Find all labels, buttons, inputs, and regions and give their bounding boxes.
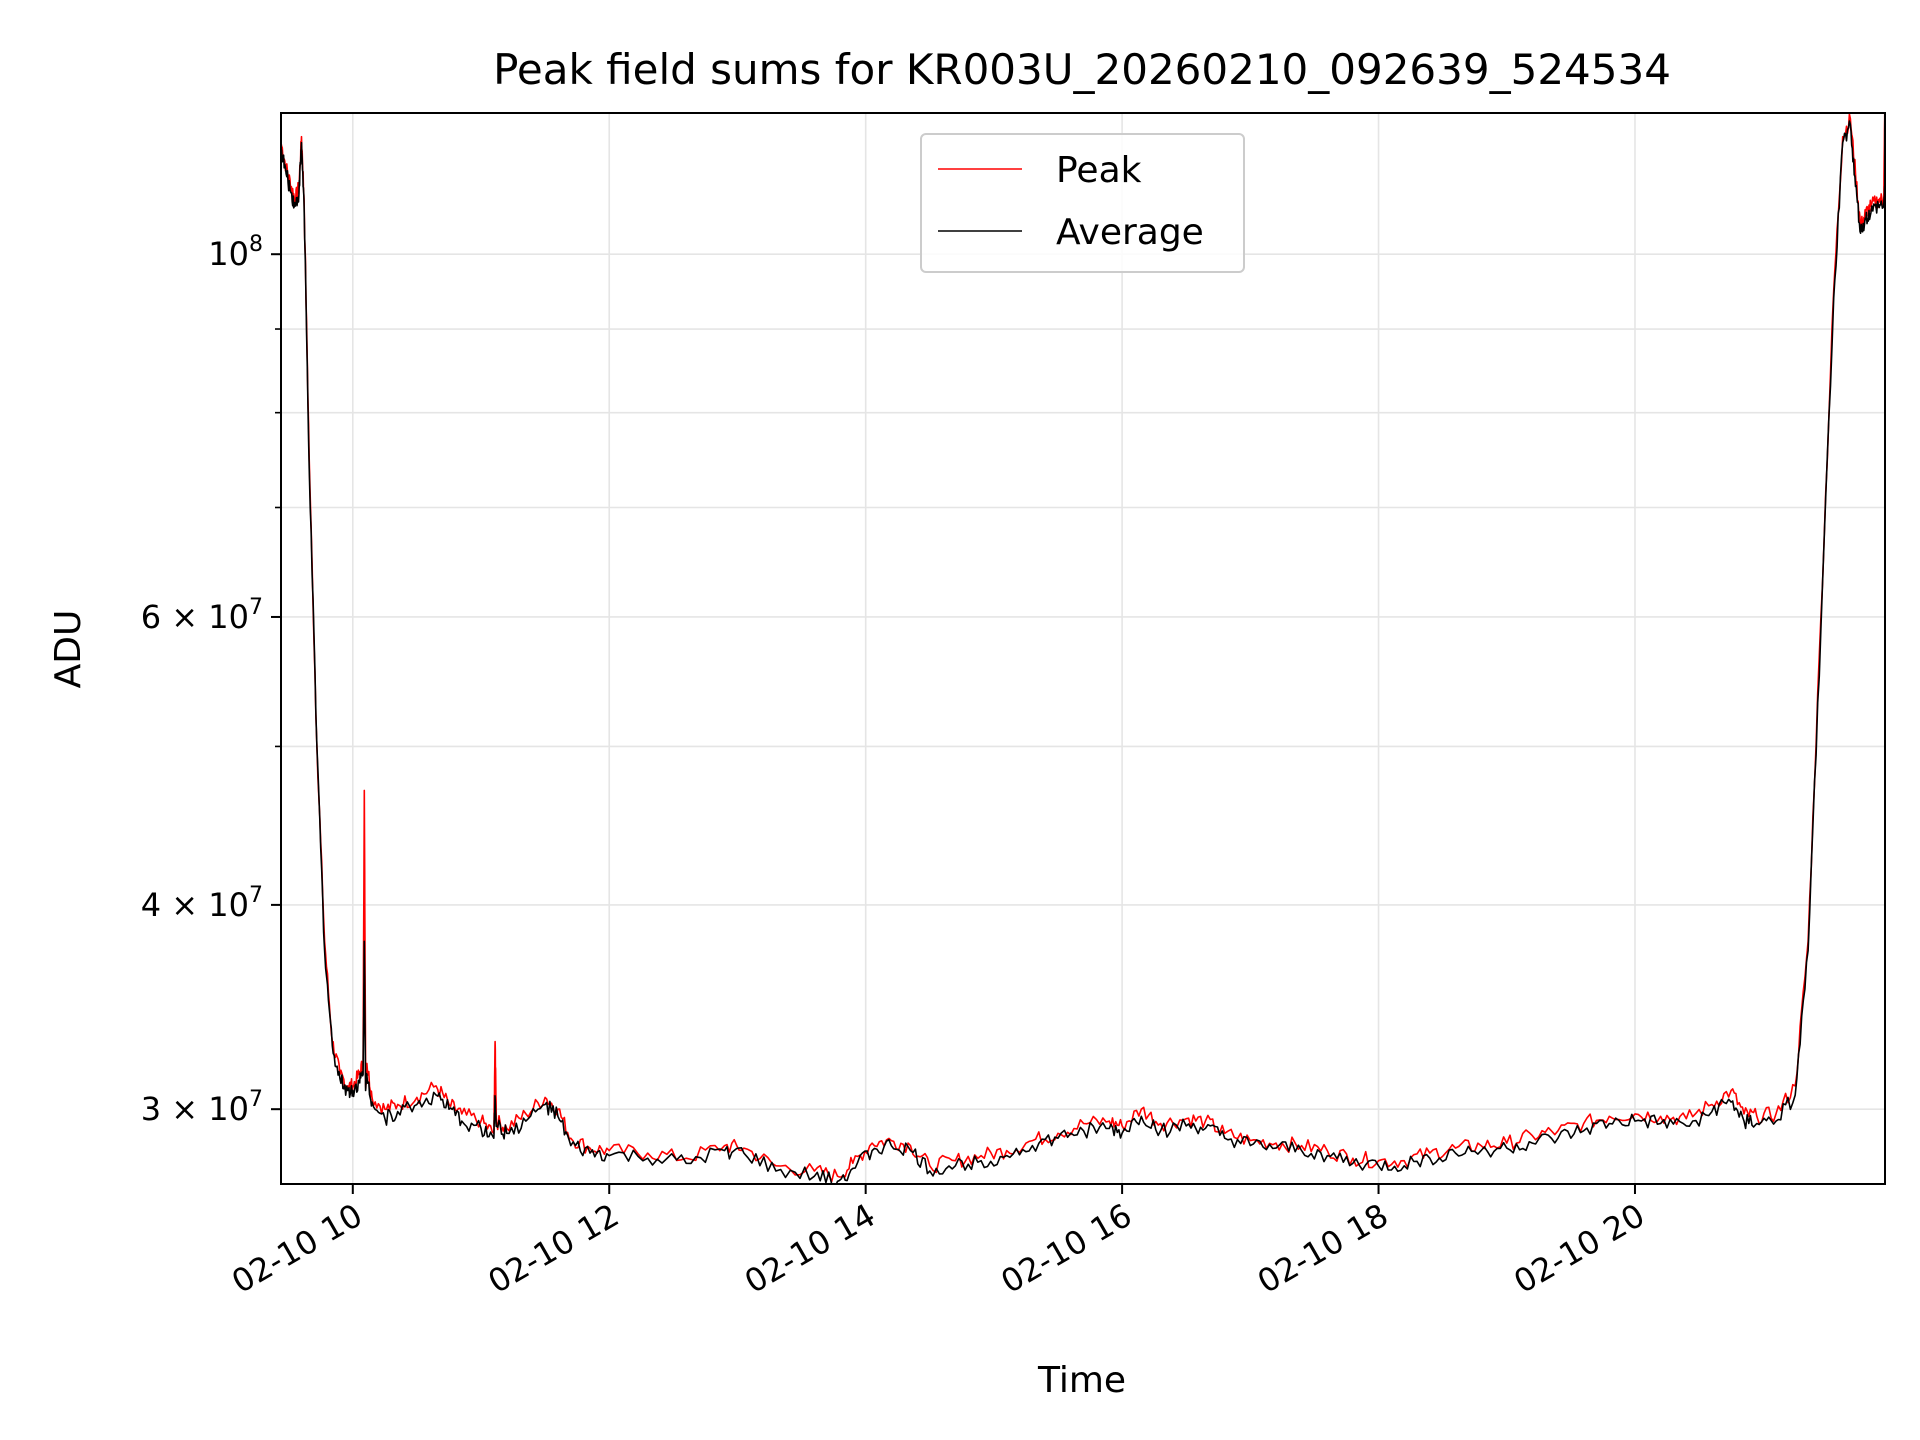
y-axis-label: ADU xyxy=(48,610,89,689)
y-tick-base: 10 xyxy=(208,235,249,273)
y-tick-mantissa: 4 × xyxy=(141,886,209,924)
series-lines xyxy=(281,113,1885,1184)
y-tick-exponent: 7 xyxy=(249,883,263,908)
y-tick-mantissa: 6 × xyxy=(141,598,209,636)
y-tick-label: 3 × 107 xyxy=(141,1087,263,1128)
y-tick-label: 6 × 107 xyxy=(141,595,263,636)
y-tick-label: 4 × 107 xyxy=(141,883,263,924)
legend-label-average: Average xyxy=(1056,212,1204,253)
series-line-peak xyxy=(281,113,1885,1183)
x-axis-label: Time xyxy=(1037,1360,1126,1401)
y-tick-label: 108 xyxy=(208,232,263,273)
y-tick-exponent: 7 xyxy=(249,1087,263,1112)
y-tick-base: 10 xyxy=(208,598,249,636)
chart-title: Peak field sums for KR003U_20260210_0926… xyxy=(493,45,1671,94)
y-tick-base: 10 xyxy=(208,1090,249,1128)
y-tick-exponent: 8 xyxy=(249,232,263,257)
plot-area xyxy=(281,113,1885,1184)
legend-label-peak: Peak xyxy=(1056,150,1142,191)
y-tick-exponent: 7 xyxy=(249,595,263,620)
y-tick-base: 10 xyxy=(208,886,249,924)
plot-frame xyxy=(280,112,1886,1185)
series-line-average xyxy=(281,120,1885,1184)
legend: Peak Average xyxy=(920,133,1245,273)
y-tick-mantissa: 3 × xyxy=(141,1090,209,1128)
